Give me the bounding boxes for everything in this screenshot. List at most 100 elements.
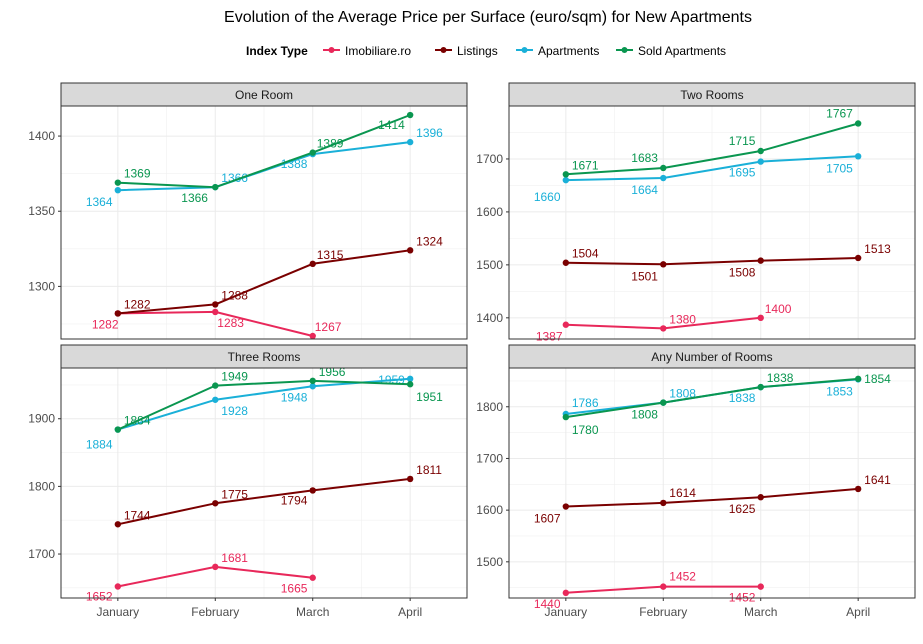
data-label: 1641 xyxy=(864,473,891,487)
data-point xyxy=(309,383,316,390)
data-point xyxy=(562,503,570,510)
data-point xyxy=(757,583,764,590)
data-label: 1614 xyxy=(669,486,696,500)
data-label: 1838 xyxy=(767,371,794,385)
data-label: 1853 xyxy=(826,384,853,398)
data-point xyxy=(562,259,570,266)
legend-key-point xyxy=(328,47,335,53)
data-point xyxy=(757,257,764,264)
y-tick-label: 1700 xyxy=(476,451,503,465)
series-line xyxy=(565,257,859,266)
x-tick-label: February xyxy=(639,605,687,619)
legend-key-point xyxy=(440,47,447,53)
data-label: 1625 xyxy=(729,502,756,516)
data-point xyxy=(757,158,764,165)
y-tick-label: 1800 xyxy=(28,479,55,493)
data-label: 1664 xyxy=(631,183,658,197)
data-label: 1775 xyxy=(221,487,248,501)
panel-border xyxy=(60,105,468,340)
series-listings: 1607 1614 1625 1641 xyxy=(534,473,891,526)
series-line xyxy=(565,122,859,176)
data-label: 1283 xyxy=(217,316,244,330)
y-tick-label: 1350 xyxy=(28,204,55,218)
data-point xyxy=(406,138,414,146)
data-point xyxy=(854,485,862,493)
panel-any-number-of-rooms: Any Number of Rooms 1500 1600 1700 1800 Janua… xyxy=(476,344,916,619)
legend-entry-apartments: Apartments xyxy=(516,44,599,58)
y-tick-label: 1800 xyxy=(476,400,503,414)
data-label: 1282 xyxy=(92,317,119,331)
data-label: 1949 xyxy=(221,370,248,384)
data-label: 1681 xyxy=(221,551,248,565)
data-point xyxy=(114,179,122,186)
panel-three-rooms: Three Rooms 1700 1800 1900 January February Ma… xyxy=(28,344,468,619)
facet-panels: One Room 1300 1350 1400 1282 1283 1267 1282 1288… xyxy=(28,82,916,619)
data-point xyxy=(562,413,570,421)
data-label: 1786 xyxy=(572,396,599,410)
series-sold-apartments: 1369 1366 1389 1414 xyxy=(114,111,414,205)
data-label: 1267 xyxy=(315,320,342,334)
series-line xyxy=(565,377,859,419)
legend-entry-listings: Listings xyxy=(435,44,498,58)
series-apartments: 1660 1664 1695 1705 xyxy=(534,153,862,204)
series-listings: 1504 1501 1508 1513 xyxy=(562,242,891,283)
series-sold-apartments: 1884 1949 1956 1951 xyxy=(114,365,443,433)
y-tick-label: 1600 xyxy=(476,205,503,219)
data-point xyxy=(757,314,764,322)
data-point xyxy=(757,147,764,155)
data-point xyxy=(660,261,667,268)
legend-entry-sold-apartments: Sold Apartments xyxy=(616,44,726,58)
data-point xyxy=(212,301,219,308)
data-point xyxy=(114,583,122,590)
data-label: 1504 xyxy=(572,247,599,261)
data-label: 1364 xyxy=(86,195,113,209)
data-point xyxy=(562,176,570,184)
data-point xyxy=(757,383,764,391)
panel-border xyxy=(60,367,468,599)
data-label: 1652 xyxy=(86,590,113,604)
data-label: 1884 xyxy=(124,414,151,428)
legend-label: Sold Apartments xyxy=(638,44,726,58)
data-label: 1501 xyxy=(631,269,658,283)
series-line xyxy=(565,487,859,508)
data-point xyxy=(114,521,122,528)
data-point xyxy=(562,589,570,597)
data-point xyxy=(562,321,570,328)
data-label: 1660 xyxy=(534,190,561,204)
data-label: 1324 xyxy=(416,234,443,248)
data-point xyxy=(309,574,316,581)
y-tick-label: 1700 xyxy=(476,152,503,166)
panel-border xyxy=(508,367,916,599)
data-point xyxy=(660,583,667,590)
data-label: 1369 xyxy=(124,167,151,181)
data-label: 1744 xyxy=(124,508,151,522)
data-point xyxy=(114,310,122,317)
data-label: 1780 xyxy=(572,423,599,437)
data-label: 1956 xyxy=(319,365,346,379)
x-tick-label: March xyxy=(296,605,329,619)
data-point xyxy=(660,174,667,182)
x-tick-label: February xyxy=(191,605,239,619)
panel-one-room: One Room 1300 1350 1400 1282 1283 1267 1282 1288… xyxy=(28,82,468,340)
chart-title: Evolution of the Average Price per Surfa… xyxy=(224,9,752,26)
data-label: 1794 xyxy=(281,493,308,507)
data-label: 1396 xyxy=(416,126,443,140)
x-tick-label: April xyxy=(398,605,422,619)
legend-label: Listings xyxy=(457,44,498,58)
data-label: 1767 xyxy=(826,106,853,120)
data-label: 1683 xyxy=(631,151,658,165)
data-label: 1282 xyxy=(124,297,151,311)
data-point xyxy=(854,120,862,127)
data-label: 1884 xyxy=(86,438,113,452)
data-label: 1665 xyxy=(281,582,308,596)
y-tick-label: 1300 xyxy=(28,279,55,293)
series-line xyxy=(117,114,411,189)
data-label: 1671 xyxy=(572,158,599,172)
y-tick-label: 1900 xyxy=(28,412,55,426)
series-imobiliare-ro: 1652 1681 1665 xyxy=(86,551,316,604)
legend-key-point xyxy=(621,47,628,53)
data-point xyxy=(854,254,862,262)
x-tick-label: March xyxy=(744,605,777,619)
legend-title: Index Type xyxy=(246,44,308,58)
data-label: 1948 xyxy=(281,390,308,404)
